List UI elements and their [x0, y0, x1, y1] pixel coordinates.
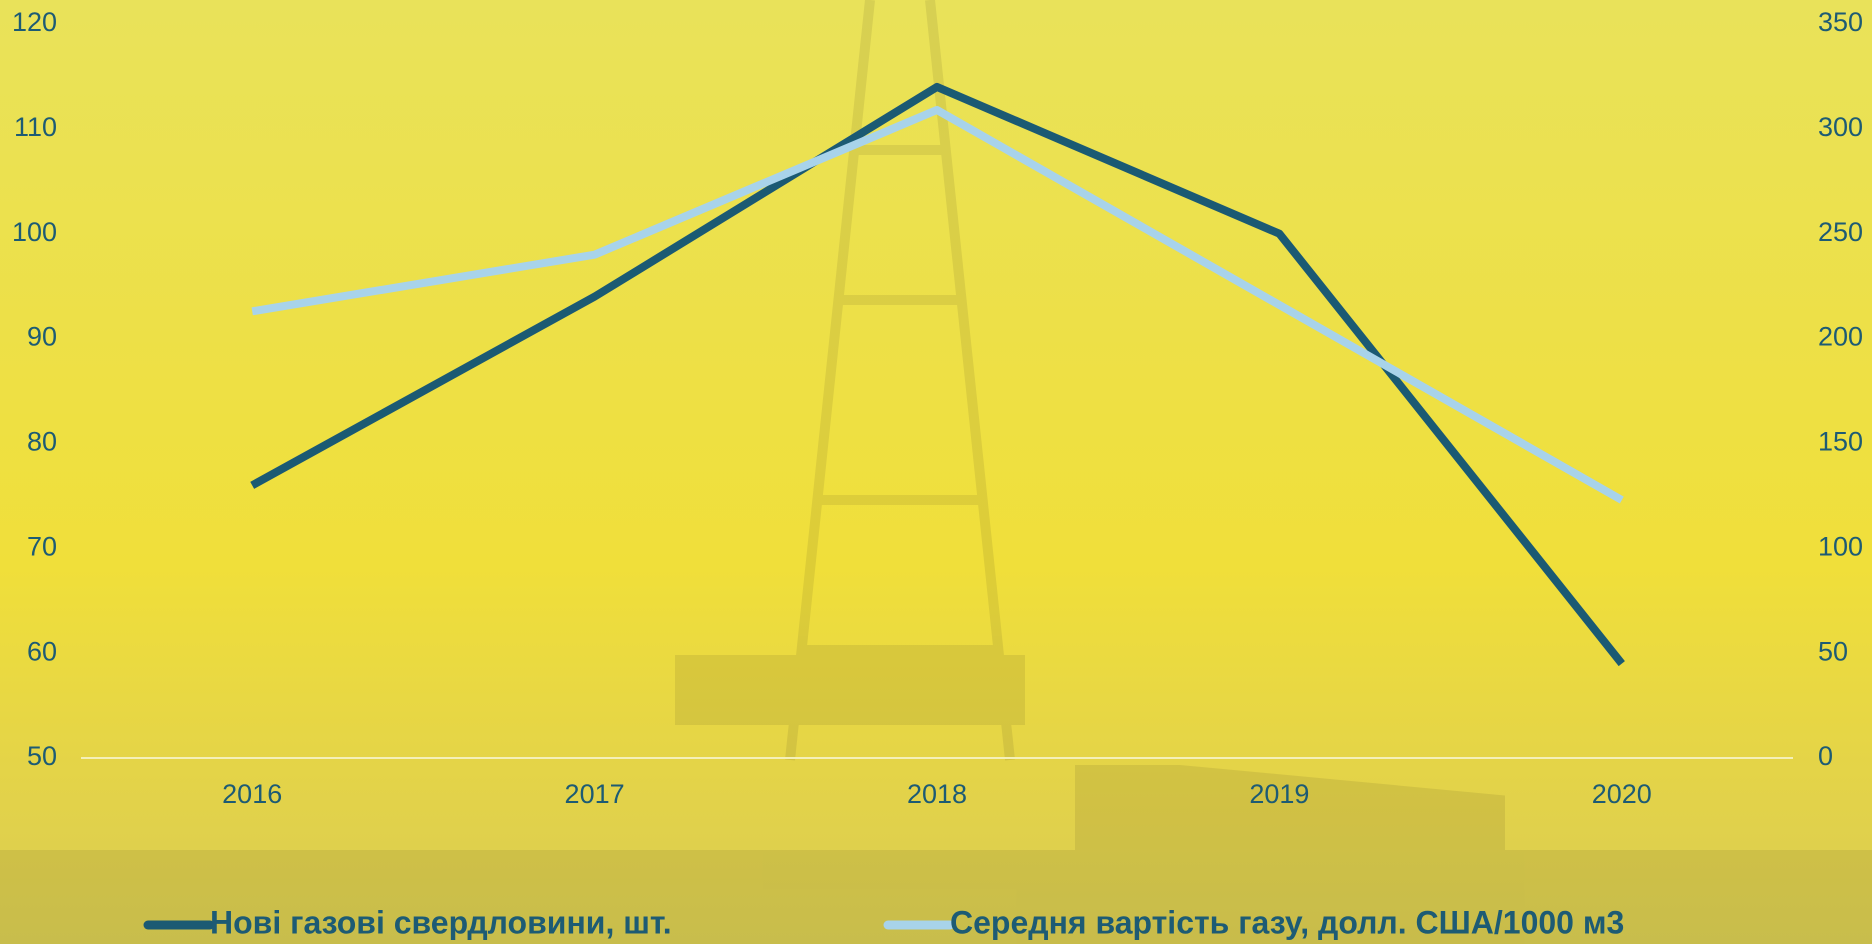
y2-tick-label: 0: [1818, 741, 1833, 771]
y-tick-label: 50: [27, 741, 57, 771]
y-tick-label: 120: [12, 7, 57, 37]
x-tick-label: 2018: [907, 779, 967, 809]
chart: 50 60 70 80 90 100 110 120 0 50 100 150 200 250 300 350…: [0, 0, 1872, 944]
x-tick-label: 2017: [565, 779, 625, 809]
y2-tick-label: 100: [1818, 531, 1863, 561]
y2-tick-label: 300: [1818, 112, 1863, 142]
y-tick-label: 80: [27, 427, 57, 457]
y-tick-label: 70: [27, 531, 57, 561]
y-tick-label: 60: [27, 636, 57, 666]
y2-tick-label: 200: [1818, 322, 1863, 352]
y2-tick-label: 250: [1818, 217, 1863, 247]
legend-label: Середня вартість газу, долл. США/1000 м3: [950, 904, 1624, 940]
y2-tick-label: 50: [1818, 636, 1848, 666]
y-tick-label: 100: [12, 217, 57, 247]
y-tick-label: 110: [14, 112, 57, 142]
y-tick-label: 90: [27, 322, 57, 352]
x-tick-label: 2016: [222, 779, 282, 809]
page: {"chart_data": {"type": "line", "categor…: [0, 0, 1872, 944]
x-tick-label: 2019: [1249, 779, 1309, 809]
y2-tick-label: 150: [1818, 427, 1863, 457]
legend-label: Нові газові свердловини, шт.: [210, 904, 672, 940]
x-tick-label: 2020: [1592, 779, 1652, 809]
y2-tick-label: 350: [1818, 7, 1863, 37]
